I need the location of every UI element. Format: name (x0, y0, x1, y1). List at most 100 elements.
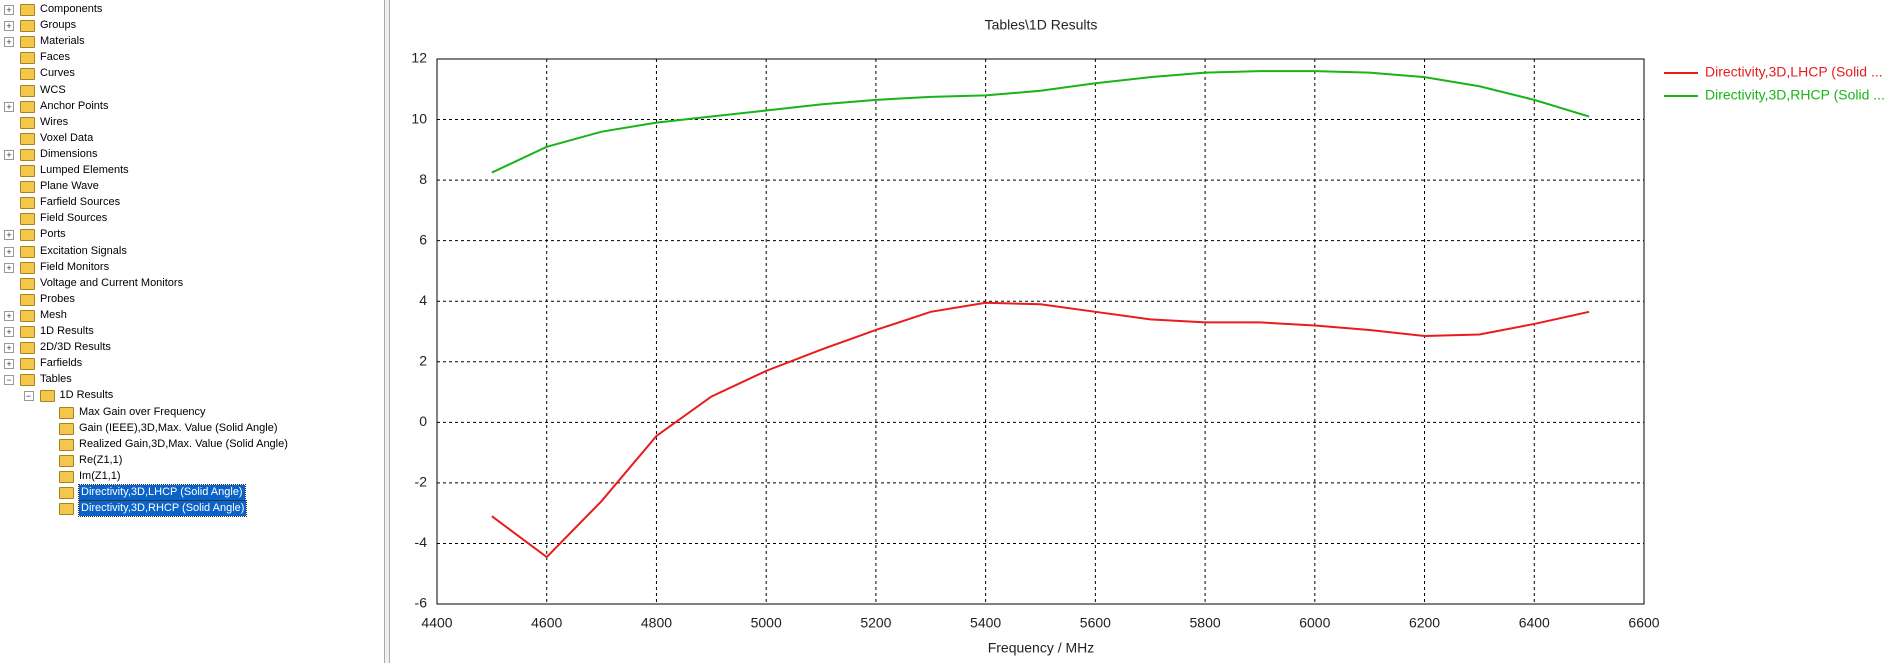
y-tick-label: -4 (415, 534, 428, 550)
data-line (491, 301, 1590, 559)
tree-icon (20, 84, 35, 97)
tree-item[interactable]: Max Gain over Frequency (79, 405, 206, 418)
tree-icon (20, 277, 35, 290)
tree-item[interactable]: Re(Z1,1) (79, 453, 123, 466)
tree-item[interactable]: Groups (40, 19, 77, 32)
x-tick-label: 4800 (641, 615, 672, 631)
expander[interactable]: + (4, 359, 14, 370)
chart-title: Tables\1D Results (985, 17, 1098, 33)
tree-icon (20, 245, 35, 258)
tree-item[interactable]: Farfield Sources (40, 196, 121, 209)
tree-item[interactable]: Tables (40, 373, 72, 386)
tree-icon (20, 148, 35, 161)
expander[interactable]: + (4, 5, 14, 15)
x-tick-label: 6200 (1409, 615, 1440, 631)
tree-item[interactable]: Curves (40, 67, 75, 80)
expander[interactable]: − (23, 391, 34, 402)
tree-item[interactable]: Components (40, 3, 103, 15)
expander[interactable]: + (4, 246, 14, 257)
expander[interactable]: + (4, 327, 14, 337)
y-tick-label: 0 (419, 413, 427, 429)
tree-icon (20, 36, 35, 49)
tree-item[interactable]: Dimensions (40, 147, 98, 160)
plot-frame (436, 58, 1645, 605)
expander[interactable]: + (4, 149, 14, 160)
expander[interactable]: + (4, 37, 14, 48)
tree-icon (20, 293, 35, 306)
tree-item[interactable]: Faces (40, 51, 70, 64)
tree-item[interactable]: Gain (IEEE),3D,Max. Value (Solid Angle) (79, 421, 278, 434)
tree-item[interactable]: Voltage and Current Monitors (40, 276, 184, 289)
tree-item[interactable]: Lumped Elements (40, 164, 129, 176)
tree-icon (20, 326, 35, 338)
y-tick-label: 6 (419, 231, 427, 247)
x-tick-label: 6000 (1299, 615, 1330, 631)
tree-item[interactable]: Ports (40, 228, 66, 241)
x-tick-label: 6400 (1519, 615, 1550, 631)
tree-icon (20, 68, 35, 81)
legend-label: Directivity,3D,RHCP (Solid ... (1705, 87, 1885, 103)
tree-item[interactable]: Voxel Data (40, 131, 94, 144)
expander[interactable]: + (4, 310, 14, 321)
y-tick-label: 10 (411, 110, 427, 126)
expander[interactable]: + (4, 230, 14, 241)
navigation-tree: + Components + Groups + Materials Faces Curves W… (0, 0, 384, 663)
tree-icon (20, 181, 35, 194)
tree-item[interactable]: 1D Results (59, 389, 114, 402)
expander[interactable]: − (4, 375, 14, 386)
tree-icon (59, 454, 74, 467)
y-tick-label: -6 (415, 595, 428, 611)
tree-icon (59, 422, 74, 435)
tree-icon (59, 487, 74, 499)
expander[interactable]: + (4, 21, 14, 32)
tree-item[interactable]: Field Monitors (40, 260, 110, 273)
y-tick-label: 2 (419, 352, 427, 368)
x-tick-label: 5000 (751, 615, 782, 631)
tree-icon (20, 4, 35, 16)
tree-icon (20, 165, 35, 177)
x-tick-label: 5800 (1190, 615, 1221, 631)
tree-item[interactable]: Anchor Points (40, 99, 109, 112)
x-axis-label: Frequency / MHz (988, 640, 1095, 656)
tree-icon (20, 20, 35, 33)
tree-icon (20, 100, 35, 113)
tree-icon (20, 342, 35, 355)
tree-icon (20, 261, 35, 274)
tree-item[interactable]: Farfields (40, 357, 83, 370)
tree-item[interactable]: Realized Gain,3D,Max. Value (Solid Angle… (79, 437, 288, 450)
expander[interactable]: + (4, 262, 14, 273)
x-tick-label: 5200 (860, 615, 891, 631)
tree-item[interactable]: Field Sources (40, 212, 108, 225)
tree-item[interactable]: Directivity,3D,LHCP (Solid Angle) (78, 484, 246, 501)
y-tick-label: -2 (415, 474, 428, 490)
tree-item[interactable]: WCS (40, 83, 66, 96)
tree-item[interactable]: Probes (40, 292, 75, 305)
tree-item[interactable]: Mesh (40, 308, 67, 321)
tree-icon (59, 503, 74, 516)
splitter[interactable] (384, 0, 390, 663)
expander[interactable]: + (4, 343, 14, 354)
x-tick-label: 4400 (421, 615, 452, 631)
data-line (491, 70, 1590, 174)
tree-icon (20, 116, 35, 129)
legend-label: Directivity,3D,LHCP (Solid ... (1705, 64, 1883, 80)
x-tick-label: 5600 (1080, 615, 1111, 631)
x-tick-label: 6600 (1628, 615, 1659, 631)
tree-item[interactable]: 2D/3D Results (40, 341, 111, 354)
tree-item[interactable]: 1D Results (40, 325, 94, 337)
tree-icon (20, 229, 35, 242)
expander[interactable]: + (4, 101, 14, 112)
tree-item[interactable]: Im(Z1,1) (79, 469, 121, 482)
tree-icon (20, 132, 35, 145)
x-tick-label: 5400 (970, 615, 1001, 631)
y-tick-label: 4 (419, 292, 427, 308)
tree-item[interactable]: Directivity,3D,RHCP (Solid Angle) (77, 500, 248, 518)
tree-item[interactable]: Excitation Signals (40, 244, 127, 257)
tree-icon (59, 438, 74, 451)
tree-item[interactable]: Materials (40, 35, 85, 48)
tree-icon (59, 406, 74, 419)
tree-item[interactable]: Plane Wave (40, 180, 99, 193)
tree-icon (20, 52, 35, 65)
tree-icon (39, 390, 55, 403)
tree-item[interactable]: Wires (40, 115, 69, 128)
